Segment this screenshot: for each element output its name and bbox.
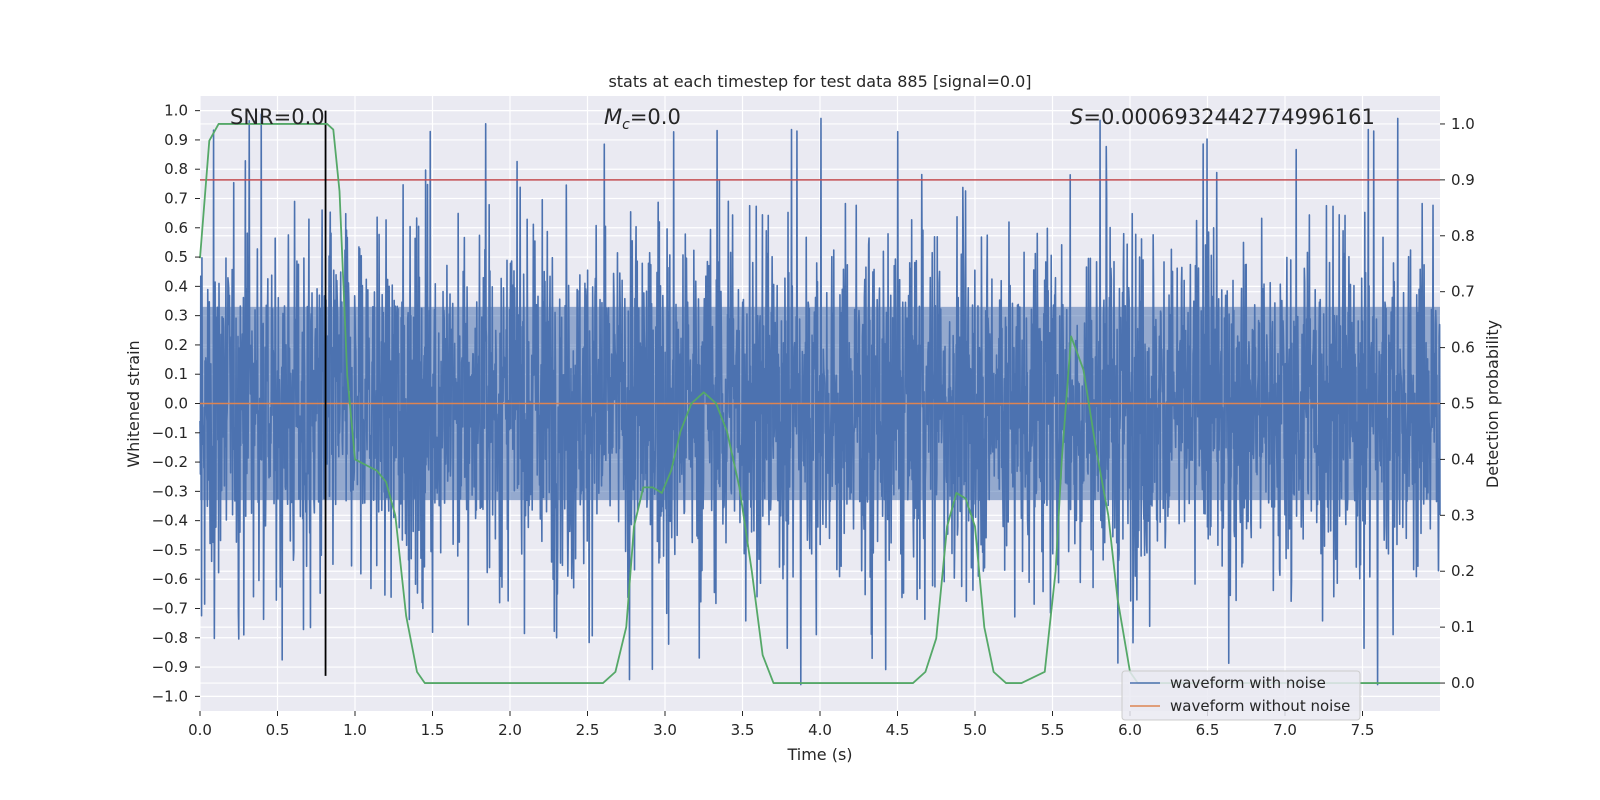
chart-title: stats at each timestep for test data 885… (608, 72, 1031, 91)
y2-tick-label: 1.0 (1451, 115, 1475, 133)
x-axis-label: Time (s) (786, 745, 852, 764)
y-tick-label: 0.8 (164, 160, 188, 178)
right-axis-ticks: 1.0 0.9 0.8 0.7 0.6 0.5 0.4 0.3 0.2 0.1 0.0 (1440, 115, 1475, 692)
y-tick-label: 1.0 (164, 102, 188, 120)
y-tick-label: −0.4 (152, 512, 188, 530)
y-axis-label: Whitened strain (124, 340, 143, 467)
y2-tick-label: 0.1 (1451, 618, 1475, 636)
chirp-mass-subscript: c (622, 117, 630, 133)
left-axis-ticks: 1.0 0.9 0.8 0.7 0.6 0.5 0.4 0.3 0.2 0.1 0.0 −0.1 −0.… (152, 102, 200, 705)
chirp-mass-symbol: M (604, 105, 622, 129)
y-tick-label: 0.0 (164, 395, 188, 413)
y-tick-label: −0.9 (152, 658, 188, 676)
x-tick-label: 2.5 (576, 721, 600, 739)
x-tick-label: 4.0 (808, 721, 832, 739)
x-tick-label: 2.0 (498, 721, 522, 739)
x-tick-label: 5.5 (1041, 721, 1065, 739)
x-tick-label: 3.5 (731, 721, 755, 739)
y2-axis-label: Detection probability (1483, 320, 1502, 488)
chirp-mass-annotation: Mc=0.0 (604, 105, 681, 133)
snr-annotation: SNR=0.0 (230, 105, 325, 129)
y-tick-label: 0.6 (164, 219, 188, 237)
y2-tick-label: 0.5 (1451, 395, 1475, 413)
x-tick-label: 3.0 (653, 721, 677, 739)
legend-entry-noise: waveform with noise (1170, 674, 1326, 692)
y2-tick-label: 0.3 (1451, 506, 1475, 524)
x-tick-label: 6.5 (1196, 721, 1220, 739)
y-tick-label: 0.5 (164, 248, 188, 266)
y2-tick-label: 0.9 (1451, 171, 1475, 189)
y-tick-label: −0.8 (152, 629, 188, 647)
y-tick-label: −0.7 (152, 600, 188, 618)
s-value: =0.0006932442774996161 (1083, 105, 1375, 129)
y-tick-label: 0.4 (164, 277, 188, 295)
x-tick-label: 0.0 (188, 721, 212, 739)
x-tick-label: 7.0 (1273, 721, 1297, 739)
y-tick-label: 0.9 (164, 131, 188, 149)
y2-tick-label: 0.7 (1451, 283, 1475, 301)
chirp-mass-value: =0.0 (630, 105, 681, 129)
y-tick-label: −0.6 (152, 570, 188, 588)
x-tick-label: 6.0 (1118, 721, 1142, 739)
y-tick-label: 0.3 (164, 307, 188, 325)
x-tick-label: 7.5 (1351, 721, 1375, 739)
y-tick-label: −0.1 (152, 424, 188, 442)
legend-entry-clean: waveform without noise (1170, 697, 1350, 715)
y-tick-label: −1.0 (152, 687, 188, 705)
detection-probability-line (199, 123, 1440, 684)
x-tick-label: 5.0 (963, 721, 987, 739)
y-tick-label: 0.7 (164, 190, 188, 208)
y2-tick-label: 0.4 (1451, 450, 1475, 468)
x-tick-label: 0.5 (266, 721, 290, 739)
y2-tick-label: 0.0 (1451, 674, 1475, 692)
y-tick-label: 0.2 (164, 336, 188, 354)
x-tick-label: 4.5 (886, 721, 910, 739)
y-tick-label: −0.5 (152, 541, 188, 559)
y2-tick-label: 0.2 (1451, 562, 1475, 580)
x-axis-ticks: 0.0 0.5 1.0 1.5 2.0 2.5 3.0 3.5 4.0 4.5 5.0 5.5 6.0 6… (188, 711, 1374, 739)
x-tick-label: 1.5 (421, 721, 445, 739)
y-tick-label: 0.1 (164, 365, 188, 383)
legend: waveform with noise waveform without noi… (1121, 670, 1361, 721)
s-symbol: S (1070, 105, 1083, 129)
legend-box (1121, 670, 1361, 721)
y-tick-label: −0.2 (152, 453, 188, 471)
y-tick-label: −0.3 (152, 482, 188, 500)
overlay-lines (199, 110, 1440, 684)
y2-tick-label: 0.8 (1451, 227, 1475, 245)
x-tick-label: 1.0 (343, 721, 367, 739)
y2-tick-label: 0.6 (1451, 339, 1475, 357)
s-annotation: S=0.0006932442774996161 (1070, 105, 1375, 129)
